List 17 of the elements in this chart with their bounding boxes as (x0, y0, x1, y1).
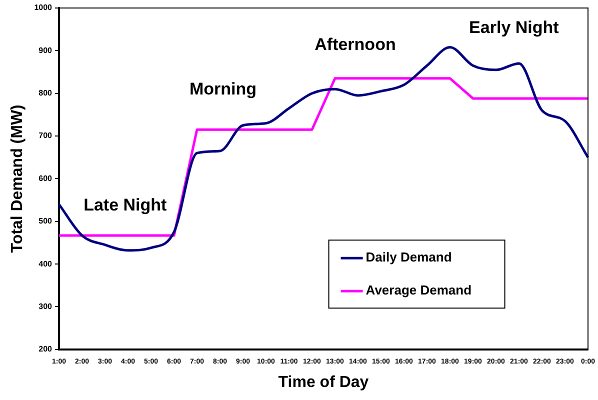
legend-label: Average Demand (366, 282, 472, 298)
y-tick-label: 600 (38, 174, 53, 183)
y-tick-label: 1000 (34, 3, 53, 12)
legend-label: Daily Demand (366, 250, 452, 265)
annotation: Afternoon (314, 35, 396, 54)
y-tick-label: 200 (38, 344, 53, 354)
y-tick-label: 800 (38, 88, 53, 98)
y-tick-label: 300 (38, 302, 53, 311)
annotation: Early Night (469, 18, 560, 38)
y-tick-label: 700 (38, 131, 53, 140)
y-axis-title: Total Demand (MW) (9, 104, 26, 253)
x-axis-title: Time of Day (278, 374, 369, 391)
y-tick-label: 500 (38, 216, 53, 226)
annotation: Late Night (84, 196, 168, 215)
y-tick-label: 900 (38, 46, 53, 55)
y-tick-label: 400 (38, 259, 53, 268)
annotation: Morning (189, 80, 257, 99)
